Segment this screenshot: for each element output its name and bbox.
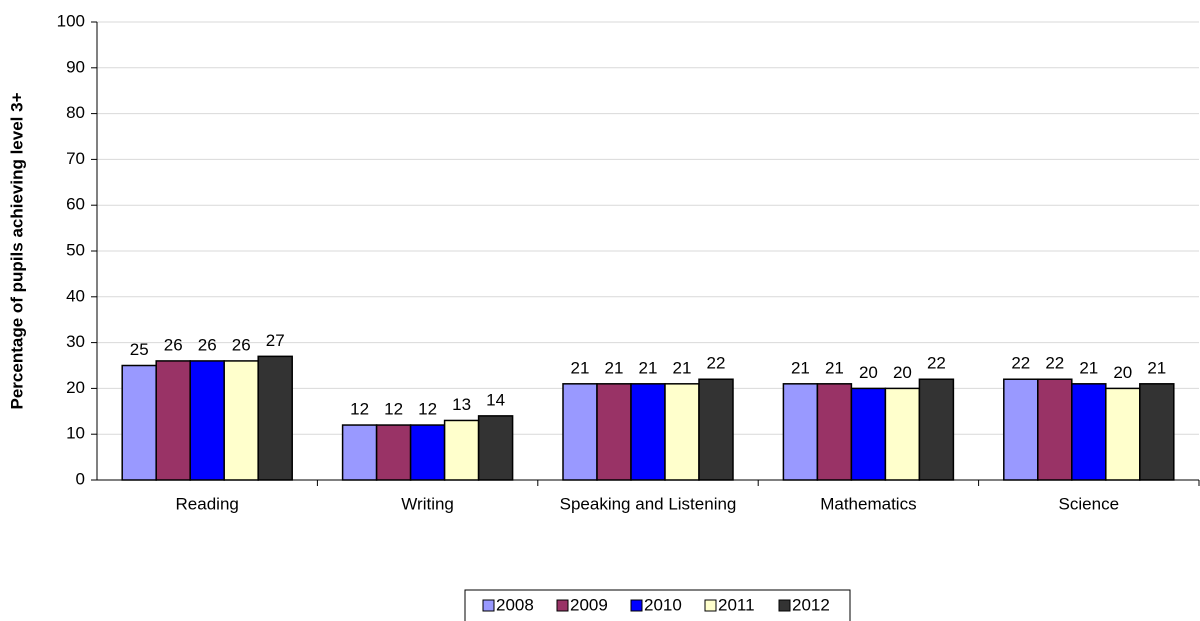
bar: [664, 383, 700, 481]
value-label: 26: [232, 335, 251, 354]
bar: [443, 419, 480, 481]
x-tick-label: Speaking and Listening: [560, 494, 737, 513]
value-label: 21: [1079, 358, 1098, 377]
y-tick-label: 10: [66, 424, 85, 443]
y-tick-label: 80: [66, 103, 85, 122]
bar: [409, 424, 446, 481]
value-label: 21: [825, 358, 844, 377]
value-label: 25: [130, 340, 149, 359]
bar: [155, 360, 191, 481]
legend-label: 2010: [644, 595, 682, 614]
bar: [782, 383, 819, 481]
bar: [1139, 383, 1175, 481]
x-tick-label: Reading: [176, 494, 239, 513]
legend-swatch: [556, 599, 569, 612]
y-axis-label: Percentage of pupils achieving level 3+: [7, 92, 26, 409]
bar: [596, 383, 632, 481]
y-tick-label: 20: [66, 378, 85, 397]
value-label: 12: [384, 400, 403, 419]
value-label: 12: [418, 400, 437, 419]
bar: [884, 387, 921, 481]
bar: [816, 383, 853, 481]
value-label: 27: [266, 331, 285, 350]
x-tick-label: Writing: [401, 494, 454, 513]
value-label: 20: [859, 363, 878, 382]
bar: [189, 360, 225, 481]
value-label: 21: [605, 358, 624, 377]
x-tick-label: Science: [1059, 494, 1119, 513]
bar: [223, 360, 259, 481]
legend-label: 2009: [570, 595, 608, 614]
y-tick-label: 40: [66, 286, 85, 305]
bar: [1071, 383, 1107, 481]
value-label: 22: [927, 354, 946, 373]
value-label: 22: [1045, 354, 1064, 373]
value-label: 21: [673, 358, 692, 377]
bar: [121, 364, 157, 481]
bar: [257, 355, 293, 481]
value-label: 21: [1147, 358, 1166, 377]
value-label: 22: [707, 354, 726, 373]
value-label: 21: [791, 358, 810, 377]
bar: [1037, 378, 1073, 481]
value-label: 14: [486, 390, 505, 409]
bar: [562, 383, 598, 481]
bar: [1003, 378, 1039, 481]
bar: [630, 383, 666, 481]
y-tick-label: 70: [66, 149, 85, 168]
value-label: 26: [164, 335, 183, 354]
value-label: 20: [893, 363, 912, 382]
y-tick-label: 60: [66, 195, 85, 214]
value-label: 21: [571, 358, 590, 377]
y-tick-label: 30: [66, 332, 85, 351]
bar: [477, 415, 514, 481]
legend-swatch: [778, 599, 791, 612]
legend-label: 2011: [718, 595, 755, 614]
legend-label: 2012: [792, 595, 830, 614]
y-tick-label: 50: [66, 240, 85, 259]
value-label: 21: [639, 358, 658, 377]
value-label: 22: [1011, 354, 1030, 373]
legend-swatch: [482, 599, 495, 612]
bar: [375, 424, 412, 481]
y-tick-label: 100: [57, 11, 85, 30]
value-label: 20: [1113, 363, 1132, 382]
y-tick-label: 0: [76, 469, 85, 488]
value-label: 13: [452, 395, 471, 414]
value-label: 12: [350, 400, 369, 419]
bar: [341, 424, 378, 481]
bar: [850, 387, 887, 481]
x-tick-label: Mathematics: [820, 494, 916, 513]
value-label: 26: [198, 335, 217, 354]
bar: [1105, 387, 1141, 481]
legend-label: 2008: [496, 595, 534, 614]
y-tick-label: 90: [66, 57, 85, 76]
legend-swatch: [630, 599, 643, 612]
bar: [918, 378, 955, 481]
bar: [698, 378, 734, 481]
legend-swatch: [704, 599, 717, 612]
